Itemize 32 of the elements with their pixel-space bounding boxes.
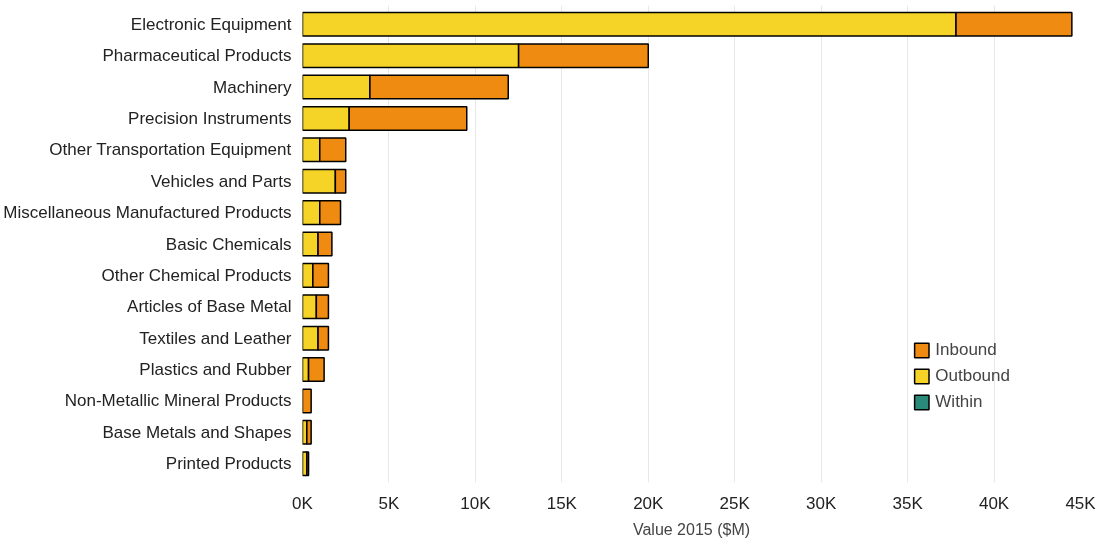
y-tick-label: Miscellaneous Manufactured Products bbox=[3, 203, 292, 223]
x-tick-label: 5K bbox=[378, 493, 400, 513]
y-tick-label: Articles of Base Metal bbox=[127, 297, 292, 317]
y-tick-label: Precision Instruments bbox=[128, 108, 292, 128]
legend-label: Within bbox=[935, 392, 983, 412]
x-tick-label: 15K bbox=[546, 493, 578, 513]
x-tick-label: 25K bbox=[719, 493, 751, 513]
bar bbox=[306, 419, 312, 445]
y-tick-label: Textiles and Leather bbox=[139, 328, 292, 348]
legend-label: Inbound bbox=[935, 340, 997, 360]
x-tick-label: 45K bbox=[1065, 493, 1097, 513]
bar bbox=[302, 388, 312, 414]
x-tick-label: 35K bbox=[892, 493, 924, 513]
bar bbox=[307, 357, 325, 383]
y-tick-label: Machinery bbox=[213, 77, 292, 97]
y-tick-label: Printed Products bbox=[165, 454, 292, 474]
x-tick-label: 30K bbox=[806, 493, 837, 513]
y-tick-label: Non-Metallic Mineral Products bbox=[64, 391, 292, 411]
x-tick-label: 0K bbox=[292, 493, 314, 513]
y-tick-label: Basic Chemicals bbox=[165, 234, 292, 254]
y-tick-label: Other Chemical Products bbox=[101, 265, 292, 285]
y-tick-label: Vehicles and Parts bbox=[150, 171, 292, 191]
y-tick-label: Plastics and Rubber bbox=[139, 360, 292, 380]
x-tick-label: 40K bbox=[978, 493, 1010, 513]
y-tick-label: Base Metals and Shapes bbox=[102, 422, 292, 442]
y-tick-label: Other Transportation Equipment bbox=[49, 140, 292, 160]
y-tick-label: Pharmaceutical Products bbox=[102, 46, 292, 66]
x-tick-label: 20K bbox=[633, 493, 665, 513]
x-axis-title: Value 2015 ($M) bbox=[632, 520, 751, 538]
y-tick-label: Electronic Equipment bbox=[130, 14, 292, 34]
legend-label: Outbound bbox=[935, 366, 1010, 386]
x-tick-label: 10K bbox=[460, 493, 492, 513]
